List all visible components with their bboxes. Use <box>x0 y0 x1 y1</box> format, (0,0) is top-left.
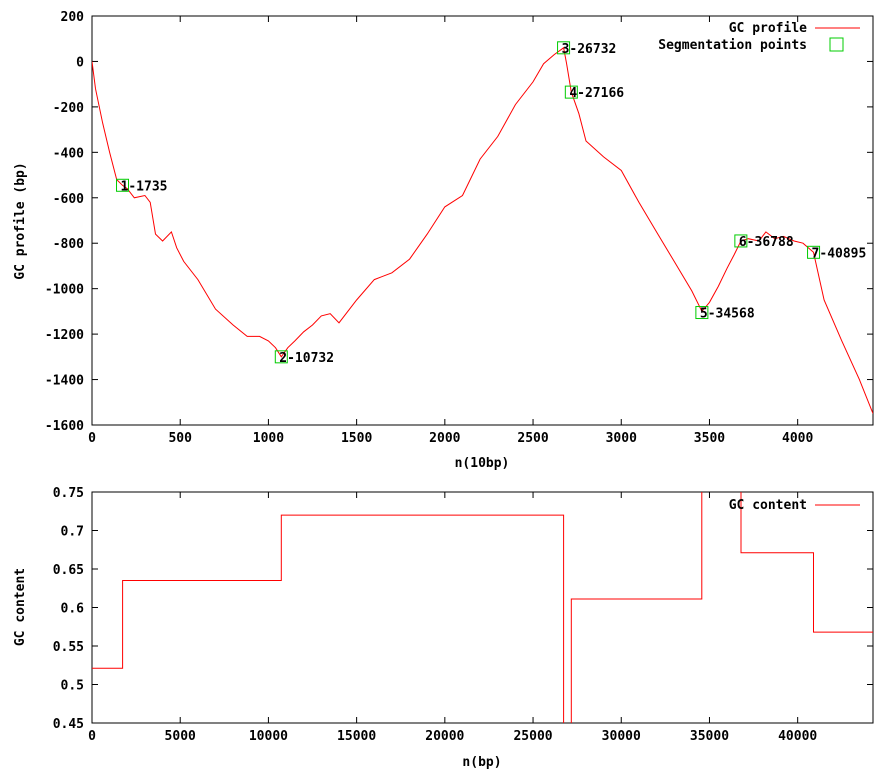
top-xtick-label: 4000 <box>782 431 813 446</box>
bottom-ytick-label: 0.55 <box>53 640 84 655</box>
gc-profile-chart: 0 500 1000 1500 2000 2500 3000 3500 40002000-200… <box>13 10 874 471</box>
segmentation-point-label: 1-1735 <box>121 179 168 194</box>
top-plot-frame <box>91 15 874 426</box>
bottom-xtick-label: 10000 <box>249 729 288 744</box>
segmentation-point-label: 7-40895 <box>812 246 867 261</box>
top-ytick-label: 200 <box>61 10 85 25</box>
bottom-xtick-label: 40000 <box>778 729 817 744</box>
bottom-xtick-label: 5000 <box>165 729 196 744</box>
top-ytick-label: 0 <box>76 55 84 70</box>
bottom-xtick-label: 25000 <box>513 729 552 744</box>
gc-content-chart: 0 5000 10000 15000 20000 25000 30000 35000 40000… <box>13 486 874 770</box>
bottom-legend: GC content <box>729 498 860 513</box>
segmentation-point-label: 2-10732 <box>279 351 334 366</box>
segmentation-point-marker <box>695 306 709 320</box>
top-ytick-label: -600 <box>53 192 84 207</box>
legend-gc-content-label: GC content <box>729 498 807 513</box>
segmentation-point-label: 5-34568 <box>700 307 755 322</box>
top-ytick-label: -1200 <box>45 328 84 343</box>
bottom-ytick-label: 0.45 <box>53 717 84 732</box>
bottom-ytick-label: 0.75 <box>53 486 84 501</box>
top-xtick-label: 1500 <box>341 431 372 446</box>
top-ytick-label: -1400 <box>45 374 84 389</box>
bottom-ytick-label: 0.5 <box>61 679 84 694</box>
bottom-xtick-label: 15000 <box>337 729 376 744</box>
top-legend: GC profile Segmentation points <box>658 21 860 53</box>
top-xtick-label: 3500 <box>694 431 725 446</box>
legend-gc-profile-label: GC profile <box>729 21 807 36</box>
top-xtick-label: 500 <box>168 431 192 446</box>
top-ytick-label: -1600 <box>45 419 84 434</box>
bottom-ytick-label: 0.6 <box>61 602 85 617</box>
bottom-xtick-label: 20000 <box>425 729 464 744</box>
legend-seg-points-swatch <box>829 37 844 52</box>
gc-profile-line <box>92 46 873 414</box>
bottom-ylabel: GC content <box>13 568 28 646</box>
segmentation-point-marker <box>116 178 130 192</box>
top-xtick-label: 1000 <box>253 431 284 446</box>
top-ytick-label: -1000 <box>45 283 84 298</box>
segmentation-point-marker <box>564 85 578 99</box>
bottom-xtick-label: 35000 <box>690 729 729 744</box>
segmentation-point-label: 3-26732 <box>562 42 617 57</box>
bottom-ytick-label: 0.65 <box>53 563 84 578</box>
bottom-xtick-label: 30000 <box>602 729 641 744</box>
segmentation-point-marker <box>557 41 571 55</box>
segmentation-point-marker <box>807 245 821 259</box>
bottom-xtick-label: 0 <box>88 729 96 744</box>
segmentation-point-label: 4-27166 <box>569 86 624 101</box>
top-ylabel: GC profile (bp) <box>13 162 28 279</box>
top-xtick-label: 2500 <box>517 431 548 446</box>
segmentation-point-marker <box>274 350 288 364</box>
segmentation-point-label: 6-36788 <box>739 235 794 250</box>
bottom-ytick-label: 0.7 <box>61 525 84 540</box>
bottom-xlabel: n(bp) <box>462 755 501 770</box>
top-xtick-label: 3000 <box>606 431 637 446</box>
segmentation-point-marker <box>734 234 748 248</box>
top-xtick-label: 0 <box>88 431 96 446</box>
gc-content-line <box>92 492 873 723</box>
top-ytick-label: -200 <box>53 101 84 116</box>
top-ytick-label: -800 <box>53 237 84 252</box>
top-xtick-label: 2000 <box>429 431 460 446</box>
top-ytick-label: -400 <box>53 146 84 161</box>
top-xlabel: n(10bp) <box>455 456 510 471</box>
bottom-plot-frame <box>91 491 874 724</box>
legend-seg-points-label: Segmentation points <box>658 38 807 53</box>
